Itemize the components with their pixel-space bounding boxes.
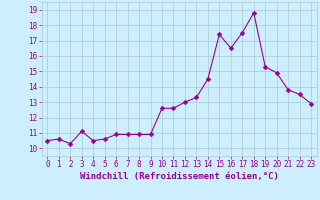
X-axis label: Windchill (Refroidissement éolien,°C): Windchill (Refroidissement éolien,°C) — [80, 172, 279, 181]
